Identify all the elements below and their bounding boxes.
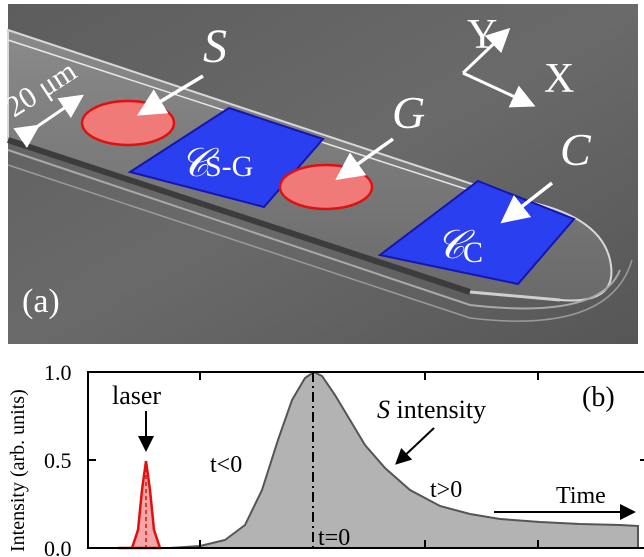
panel-a-sem-image: S G C Y X 20 μm (a) 𝒞 S-G 𝒞 C [0, 4, 638, 344]
tick-marks [88, 372, 644, 548]
y-tick-0: 0.0 [44, 536, 72, 557]
spot-g [278, 163, 374, 211]
laser-pulse-fill [118, 460, 162, 550]
t-negative-label: t<0 [210, 452, 242, 478]
time-label: Time [556, 483, 606, 509]
axis-x-label: X [544, 56, 574, 102]
arrow-g [335, 137, 395, 181]
scale-bar-arrow [13, 94, 84, 149]
svg-text:S intensity: S intensity [377, 395, 486, 424]
spot-s [80, 99, 176, 147]
t-positive-label: t>0 [430, 477, 462, 503]
panel-b-plot: 1.0 0.5 0.0 Intensity (arb. units) laser… [7, 360, 644, 557]
panel-a-label: (a) [22, 283, 60, 320]
axis-y-label: Y [467, 12, 497, 58]
y-tick-05: 0.5 [44, 448, 72, 473]
cavity-s-g [127, 106, 325, 209]
cavity-sg-sub: S-G [205, 150, 253, 183]
laser-label: laser [112, 381, 161, 410]
panel-b-label: (b) [582, 382, 615, 413]
y-axis-arrow [461, 27, 511, 75]
s-intensity-italic: S [377, 395, 390, 424]
label-g: G [392, 87, 425, 138]
arrow-c [500, 181, 554, 224]
cavity-c-sub: C [463, 236, 483, 269]
s-intensity-area [88, 370, 639, 549]
label-c: C [560, 124, 592, 175]
s-intensity-arrow [395, 427, 435, 465]
t-zero-label: t=0 [318, 525, 350, 551]
s-intensity-rest: intensity [390, 395, 486, 424]
y-tick-1: 1.0 [44, 360, 72, 385]
x-axis-arrow [462, 71, 536, 108]
label-s: S [203, 20, 227, 73]
y-axis-label: Intensity (arb. units) [7, 389, 29, 552]
arrow-s [136, 74, 204, 116]
